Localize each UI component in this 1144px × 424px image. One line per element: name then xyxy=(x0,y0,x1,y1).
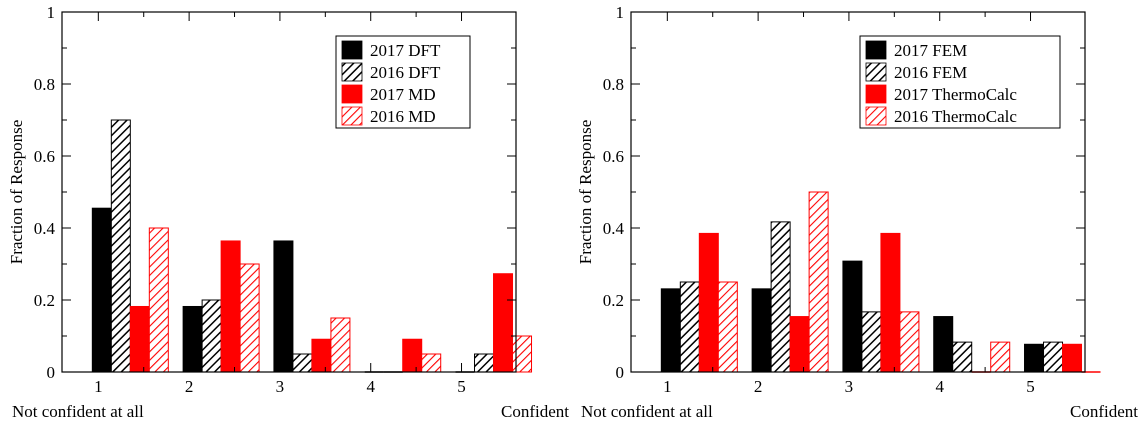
y-tick-label: 0.8 xyxy=(603,75,624,94)
y-tick-label: 0.4 xyxy=(603,219,625,238)
bar-2016-thermocalc-2 xyxy=(808,191,829,373)
label-not-confident: Not confident at all xyxy=(12,402,144,421)
bar-2016-md-4 xyxy=(421,353,442,373)
legend-swatch-1 xyxy=(865,62,887,82)
x-tick-label: 4 xyxy=(935,377,944,396)
y-tick-label: 0.2 xyxy=(34,291,55,310)
bar-2016-fem-1 xyxy=(679,281,700,373)
legend-label-1: 2016 DFT xyxy=(370,63,441,82)
bar-2017-md-2 xyxy=(220,240,241,373)
bar-2017-dft-2 xyxy=(182,305,203,373)
bar-2017-thermocalc-5 xyxy=(1062,343,1083,373)
legend-label-1: 2016 FEM xyxy=(894,63,967,82)
x-tick-label: 2 xyxy=(754,377,763,396)
bar-2017-thermocalc-3 xyxy=(880,232,901,373)
bar-2017-fem-4 xyxy=(933,316,954,373)
y-tick-label: 0.8 xyxy=(34,75,55,94)
chart-right: 0 0.2 0.4 0.6 0.8 1 1 2 3 4 5 Fraction of Response N… xyxy=(576,3,1138,421)
bar-2016-dft-5 xyxy=(474,353,495,373)
chart-left: 0 0.2 0.4 0.6 0.8 1 1 2 3 4 5 Fraction of Response N… xyxy=(7,3,569,421)
bar-2016-md-5 xyxy=(512,335,533,373)
bar-2017-md-1 xyxy=(129,305,150,373)
bar-2016-md-3 xyxy=(330,317,351,373)
y-tick-label: 0 xyxy=(616,363,625,382)
bar-2016-md-1 xyxy=(148,227,169,373)
bar-2016-fem-2 xyxy=(770,221,791,373)
bar-2017-dft-3 xyxy=(273,240,294,373)
x-tick-label: 5 xyxy=(1026,377,1035,396)
label-not-confident: Not confident at all xyxy=(581,402,713,421)
label-confident: Confident xyxy=(501,402,569,421)
bar-2016-thermocalc-1 xyxy=(717,281,738,373)
x-tick-label: 2 xyxy=(185,377,194,396)
bar-2017-fem-3 xyxy=(842,260,863,373)
bar-2017-fem-5 xyxy=(1024,343,1045,373)
bar-2017-md-5 xyxy=(493,273,514,373)
bar-2016-fem-5 xyxy=(1043,341,1064,373)
bar-2016-fem-3 xyxy=(861,311,882,373)
x-tick-label: 1 xyxy=(663,377,672,396)
y-tick-label: 0.6 xyxy=(603,147,624,166)
bar-2016-dft-2 xyxy=(201,299,222,373)
legend-swatch-0 xyxy=(865,40,887,60)
bar-2017-md-4 xyxy=(402,338,423,373)
legend-label-0: 2017 FEM xyxy=(894,41,967,60)
legend-swatch-2 xyxy=(865,84,887,104)
y-tick-label: 1 xyxy=(47,3,56,22)
legend-label-2: 2017 MD xyxy=(370,85,436,104)
y-tick-label: 0.4 xyxy=(34,219,56,238)
x-tick-label: 4 xyxy=(366,377,375,396)
legend-label-3: 2016 ThermoCalc xyxy=(894,107,1017,126)
legend-label-3: 2016 MD xyxy=(370,107,436,126)
bar-2017-dft-1 xyxy=(91,207,112,373)
bar-2017-thermocalc-2 xyxy=(789,316,810,373)
legend-swatch-3 xyxy=(865,106,887,126)
bar-2016-fem-4 xyxy=(952,341,973,373)
x-tick-label: 1 xyxy=(94,377,103,396)
y-axis-title: Fraction of Response xyxy=(7,120,26,264)
legend-swatch-2 xyxy=(341,84,363,104)
y-tick-label: 1 xyxy=(616,3,625,22)
legend-swatch-1 xyxy=(341,62,363,82)
legend-box xyxy=(859,35,1061,129)
bar-2017-fem-1 xyxy=(660,288,681,373)
bar-2017-thermocalc-1 xyxy=(698,232,719,373)
y-axis-title: Fraction of Response xyxy=(576,120,595,264)
y-tick-label: 0.2 xyxy=(603,291,624,310)
bar-2016-thermocalc-3 xyxy=(899,311,920,373)
x-tick-label: 3 xyxy=(276,377,285,396)
bar-2017-md-3 xyxy=(311,338,332,373)
legend-label-2: 2017 ThermoCalc xyxy=(894,85,1017,104)
bar-2016-thermocalc-4 xyxy=(990,341,1011,373)
x-tick-label: 5 xyxy=(457,377,466,396)
x-tick-label: 3 xyxy=(845,377,854,396)
y-tick-label: 0.6 xyxy=(34,147,55,166)
legend-swatch-3 xyxy=(341,106,363,126)
y-tick-label: 0 xyxy=(47,363,56,382)
bar-2016-md-2 xyxy=(239,263,260,373)
label-confident: Confident xyxy=(1070,402,1138,421)
bar-2017-fem-2 xyxy=(751,288,772,373)
bar-2016-dft-3 xyxy=(292,353,313,373)
legend-label-0: 2017 DFT xyxy=(370,41,441,60)
bar-2016-dft-1 xyxy=(110,119,131,373)
legend-swatch-0 xyxy=(341,40,363,60)
